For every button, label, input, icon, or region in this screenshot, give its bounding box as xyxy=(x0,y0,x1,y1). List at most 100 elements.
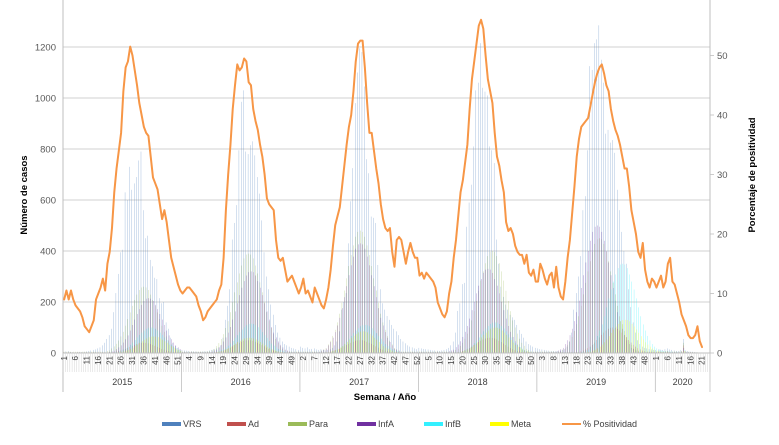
x-tick-label: 15 xyxy=(447,355,456,364)
x-tick-label: 47 xyxy=(402,355,411,364)
x-tick-label: 14 xyxy=(208,355,217,364)
legend-item-meta[interactable]: Meta xyxy=(490,418,531,430)
y-axis-title-right: Porcentaje de positividad xyxy=(747,117,758,233)
x-tick-label: 42 xyxy=(390,355,399,364)
y2-tick-label: 40 xyxy=(717,111,728,122)
x-tick-label: 51 xyxy=(174,355,183,364)
y2-tick-label: 30 xyxy=(717,170,728,181)
legend-label-para: Para xyxy=(309,419,329,429)
legend-item-positividad[interactable]: % Positividad xyxy=(562,418,637,430)
x-axis-title: Semana / Año xyxy=(353,392,417,403)
year-label: 2017 xyxy=(349,377,369,387)
x-tick-label: 37 xyxy=(379,355,388,364)
x-tick-label: 29 xyxy=(242,355,251,364)
bars-group xyxy=(63,25,703,354)
x-tick-label: 4 xyxy=(185,355,194,360)
legend-swatch-infa xyxy=(357,422,376,426)
year-label: 2018 xyxy=(468,377,488,387)
legend-swatch-infb xyxy=(424,422,443,426)
legend-swatch-ad xyxy=(227,422,246,426)
legend-swatch-para xyxy=(288,422,307,426)
legend-label-infb: InfB xyxy=(445,419,462,429)
x-tick-label: 44 xyxy=(276,355,285,364)
year-label: 2016 xyxy=(231,377,251,387)
year-label: 2015 xyxy=(112,377,132,387)
x-tick-label: 22 xyxy=(345,355,354,364)
legend-label-ad: Ad xyxy=(248,419,260,429)
x-tick-label: 8 xyxy=(550,355,559,360)
legend-line-positividad xyxy=(562,423,581,425)
x-tick-label: 11 xyxy=(83,355,92,364)
legend-label-vrs: VRS xyxy=(183,419,202,429)
x-tick-label: 20 xyxy=(458,355,467,364)
x-tick-label: 24 xyxy=(231,355,240,364)
x-tick-label: 40 xyxy=(504,355,513,364)
y-tick-label: 600 xyxy=(40,196,56,207)
year-label: 2019 xyxy=(586,377,606,387)
x-tick-label: 3 xyxy=(538,355,547,360)
x-tick-label: 17 xyxy=(333,355,342,364)
x-tick-label: 21 xyxy=(698,355,707,364)
x-tick-label: 6 xyxy=(71,355,80,360)
x-tick-label: 43 xyxy=(629,355,638,364)
x-tick-label: 26 xyxy=(117,355,126,364)
x-tick-label: 30 xyxy=(481,355,490,364)
year-label: 2020 xyxy=(673,377,693,387)
legend-label-meta: Meta xyxy=(511,419,532,429)
y2-tick-label: 50 xyxy=(717,51,728,62)
x-tick-label: 32 xyxy=(367,355,376,364)
x-tick-label: 50 xyxy=(527,355,536,364)
legend-item-para[interactable]: Para xyxy=(288,418,328,430)
legend-swatch-vrs xyxy=(162,422,181,426)
x-tick-label: 16 xyxy=(686,355,695,364)
x-tick-label: 27 xyxy=(356,355,365,364)
legend-item-ad[interactable]: Ad xyxy=(227,418,259,430)
legend-item-infa[interactable]: InfA xyxy=(357,418,394,430)
y-tick-label: 0 xyxy=(51,349,56,360)
legend-label-positividad: % Positividad xyxy=(583,419,638,429)
x-tick-label: 48 xyxy=(641,355,650,364)
x-tick-label: 16 xyxy=(94,355,103,364)
x-tick-label: 45 xyxy=(515,355,524,364)
legend-item-vrs[interactable]: VRS xyxy=(162,418,202,430)
y-axis-title-left: Número de casos xyxy=(19,155,30,235)
y-tick-label: 1200 xyxy=(35,43,56,54)
x-tick-label: 18 xyxy=(572,355,581,364)
legend-swatch-meta xyxy=(490,422,509,426)
x-tick-label: 34 xyxy=(253,355,262,364)
x-tick-label: 46 xyxy=(162,355,171,364)
x-tick-label: 6 xyxy=(663,355,672,360)
x-tick-label: 33 xyxy=(607,355,616,364)
x-tick-label: 13 xyxy=(561,355,570,364)
x-tick-label: 38 xyxy=(618,355,627,364)
x-tick-label: 41 xyxy=(151,355,160,364)
legend-label-infa: InfA xyxy=(378,419,395,429)
x-tick-label: 39 xyxy=(265,355,274,364)
legend-item-infb[interactable]: InfB xyxy=(424,418,461,430)
x-tick-label: 31 xyxy=(128,355,137,364)
x-tick-label: 9 xyxy=(196,355,205,360)
x-tick-label: 10 xyxy=(436,355,445,364)
legend: VRS Ad Para InfA InfB Meta % Positividad xyxy=(0,418,779,430)
x-tick-label: 12 xyxy=(322,355,331,364)
x-tick-label: 28 xyxy=(595,355,604,364)
x-tick-label: 21 xyxy=(105,355,114,364)
y-tick-label: 1000 xyxy=(35,94,56,105)
x-tick-label: 23 xyxy=(584,355,593,364)
y-tick-label: 400 xyxy=(40,247,56,258)
y-tick-label: 800 xyxy=(40,145,56,156)
y2-tick-label: 0 xyxy=(717,349,722,360)
positivity-line xyxy=(63,18,704,349)
x-tick-label: 49 xyxy=(288,355,297,364)
x-tick-label: 2 xyxy=(299,355,308,360)
x-tick-label: 7 xyxy=(310,355,319,360)
y-tick-label: 200 xyxy=(40,298,56,309)
x-tick-label: 1 xyxy=(60,355,69,360)
x-tick-label: 11 xyxy=(675,355,684,364)
x-tick-label: 36 xyxy=(140,355,149,364)
x-tick-label: 25 xyxy=(470,355,479,364)
x-tick-label: 19 xyxy=(219,355,228,364)
x-tick-label: 1 xyxy=(652,355,661,360)
y2-tick-label: 20 xyxy=(717,230,728,241)
